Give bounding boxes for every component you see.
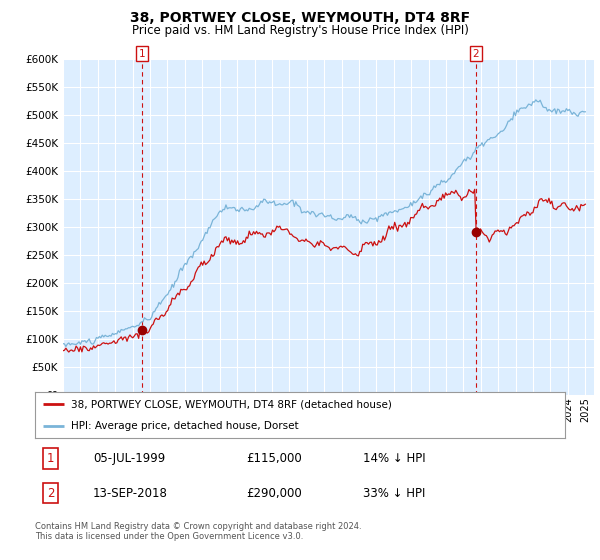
Text: 2: 2 bbox=[47, 487, 55, 500]
Text: 38, PORTWEY CLOSE, WEYMOUTH, DT4 8RF: 38, PORTWEY CLOSE, WEYMOUTH, DT4 8RF bbox=[130, 11, 470, 25]
Text: 1: 1 bbox=[47, 452, 55, 465]
Text: 1: 1 bbox=[139, 49, 145, 59]
Text: HPI: Average price, detached house, Dorset: HPI: Average price, detached house, Dors… bbox=[71, 421, 298, 431]
Text: Contains HM Land Registry data © Crown copyright and database right 2024.
This d: Contains HM Land Registry data © Crown c… bbox=[35, 522, 361, 542]
Text: 38, PORTWEY CLOSE, WEYMOUTH, DT4 8RF (detached house): 38, PORTWEY CLOSE, WEYMOUTH, DT4 8RF (de… bbox=[71, 399, 392, 409]
Text: 13-SEP-2018: 13-SEP-2018 bbox=[93, 487, 168, 500]
Text: 33% ↓ HPI: 33% ↓ HPI bbox=[363, 487, 425, 500]
Text: £290,000: £290,000 bbox=[247, 487, 302, 500]
Text: 2: 2 bbox=[472, 49, 479, 59]
Text: 14% ↓ HPI: 14% ↓ HPI bbox=[363, 452, 426, 465]
Text: £115,000: £115,000 bbox=[247, 452, 302, 465]
Text: 05-JUL-1999: 05-JUL-1999 bbox=[93, 452, 166, 465]
Text: Price paid vs. HM Land Registry's House Price Index (HPI): Price paid vs. HM Land Registry's House … bbox=[131, 24, 469, 37]
